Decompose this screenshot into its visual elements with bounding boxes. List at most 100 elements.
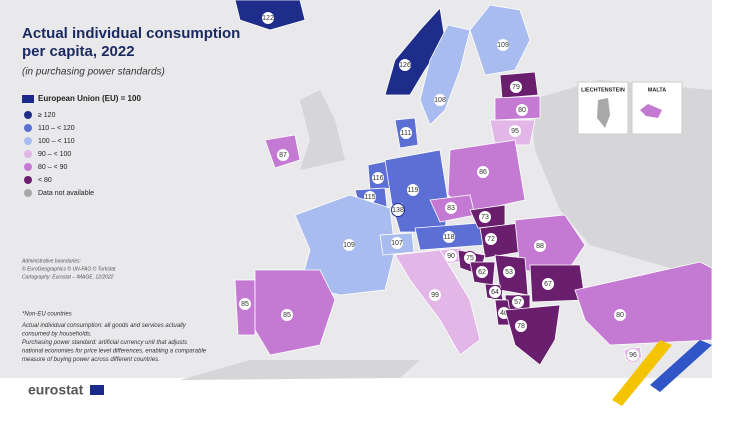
value-bubble [261, 11, 275, 25]
land [300, 90, 345, 170]
legend-swatch [24, 176, 32, 184]
value-label: 119 [407, 187, 418, 194]
value-label: 80 [518, 107, 526, 114]
value-label: 85 [283, 312, 291, 319]
value-label: 115 [364, 194, 375, 201]
title: Actual individual consumption per capita,… [22, 25, 240, 60]
inset-label: LIECHTENSTEIN [581, 87, 625, 93]
value-label: 96 [629, 352, 637, 359]
value-label: 122 [262, 15, 274, 22]
value-bubble [406, 183, 420, 197]
admin-text: Administrative boundaries: [21, 258, 82, 264]
value-bubble [496, 38, 510, 52]
eu-flag [22, 95, 34, 103]
subtitle: (in purchasing power standards) [22, 67, 165, 78]
value-label: 109 [497, 42, 509, 49]
value-bubble [508, 124, 522, 138]
value-label: 80 [616, 312, 624, 319]
legend-label: ≥ 120 [38, 112, 56, 119]
value-label: 53 [505, 269, 513, 276]
value-label: 88 [536, 243, 544, 250]
legend-swatch [24, 163, 32, 171]
value-bubble [502, 265, 516, 279]
legend-label: < 80 [38, 177, 52, 184]
legend-swatch [24, 137, 32, 145]
value-label: 116 [372, 175, 383, 182]
liechtenstein-shape [597, 98, 610, 128]
value-bubble [515, 103, 529, 117]
value-label: 57 [514, 299, 522, 306]
value-label: 138 [392, 207, 404, 214]
logo: eurostat [28, 382, 84, 398]
value-label: 75 [466, 255, 474, 262]
admin-text: © EuroGeographics © UN-FAO © Turkstat [22, 265, 116, 272]
value-label: 83 [447, 205, 455, 212]
value-label: 107 [391, 240, 403, 247]
value-bubble [442, 230, 456, 244]
value-bubble [613, 308, 627, 322]
region-shape [394, 249, 481, 356]
value-bubble [509, 80, 523, 94]
legend: ≥ 120 110 – < 120 100 – < 110 90 – < 100 80 … [24, 111, 94, 197]
value-label: 64 [491, 289, 499, 296]
admin-text: Cartography: Eurostat – IMAGE, 12/2022 [22, 274, 114, 280]
value-label: 67 [544, 281, 552, 288]
value-bubble [484, 232, 498, 246]
value-bubble [280, 308, 294, 322]
legend-swatch [24, 111, 32, 119]
value-bubble [276, 148, 290, 162]
note-text: measure of buying power across different… [22, 357, 160, 363]
legend-label: 110 – < 120 [38, 125, 75, 132]
legend-label: Data not available [38, 190, 94, 197]
value-bubble [398, 58, 412, 72]
legend-label: 100 – < 110 [38, 138, 75, 145]
value-bubble [342, 238, 356, 252]
note-text: Purchasing power standard: artificial cu… [22, 340, 187, 346]
notes: *Non-EU countries Actual individual consu… [21, 312, 207, 364]
inset-label: MALTA [648, 87, 666, 93]
region-shape [419, 24, 471, 126]
legend-swatch [24, 150, 32, 158]
note-text: *Non-EU countries [22, 312, 72, 318]
value-bubble [514, 319, 528, 333]
logo-flag [90, 385, 104, 395]
value-bubble [391, 203, 405, 217]
value-label: 109 [343, 242, 355, 249]
value-label: 40 [500, 310, 508, 317]
value-bubble [399, 126, 413, 140]
value-label: 79 [512, 84, 520, 91]
value-bubble [533, 239, 547, 253]
value-bubble [444, 249, 458, 263]
value-bubble [390, 236, 404, 250]
value-bubble [626, 348, 640, 362]
regions: 122 126 109 108 111 79 80 95 87 86 116 119 115 138 109… [234, 0, 713, 366]
value-bubble [428, 288, 442, 302]
legend-swatch [24, 124, 32, 132]
malta-shape [640, 104, 662, 118]
value-label: 126 [399, 62, 411, 69]
region-shape [574, 261, 713, 346]
admin-boundaries: Administrative boundaries:© EuroGeograph… [21, 258, 116, 280]
value-bubble [238, 297, 252, 311]
value-label: 78 [517, 323, 525, 330]
value-bubble [444, 201, 458, 215]
legend-label: 90 – < 100 [38, 151, 71, 158]
value-bubble [475, 265, 489, 279]
value-label: 62 [478, 269, 486, 276]
value-label: 108 [434, 97, 446, 104]
value-label: 99 [431, 292, 439, 299]
value-bubble [476, 165, 490, 179]
legend-title: European Union (EU) = 100 [38, 94, 141, 103]
land [180, 360, 420, 380]
note-text: consumed by households. [22, 332, 92, 338]
legend-label: 80 – < 90 [38, 164, 67, 171]
region-shape [384, 7, 446, 96]
value-label: 72 [487, 236, 495, 243]
value-label: 95 [511, 128, 519, 135]
value-bubble [433, 93, 447, 107]
value-bubble [488, 285, 502, 299]
value-label: 90 [447, 253, 455, 260]
value-label: 111 [401, 130, 412, 137]
value-label: 73 [481, 214, 489, 221]
